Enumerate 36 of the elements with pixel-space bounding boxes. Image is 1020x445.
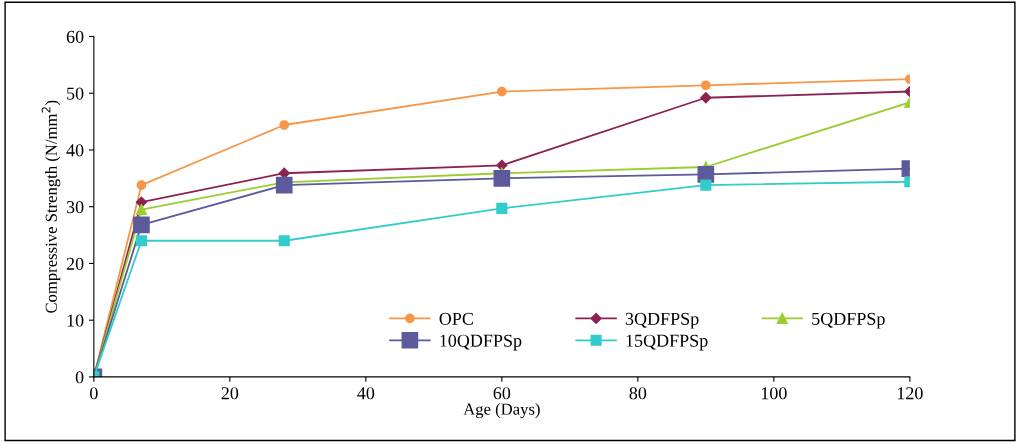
legend-label: 3QDFPSp xyxy=(625,312,699,329)
point xyxy=(700,179,712,191)
point xyxy=(493,169,511,187)
legend-label: OPC xyxy=(439,312,473,325)
point xyxy=(275,176,293,194)
point xyxy=(136,180,147,191)
y-axis-title: Compressive Strength (N/mm$^{2}$) xyxy=(41,100,61,313)
y-tick-label: 0 xyxy=(75,371,84,384)
x-tick-label: 80 xyxy=(629,387,647,400)
x-axis-title: Age (Days) xyxy=(463,403,540,419)
x-tick-label: 0 xyxy=(90,387,98,400)
y-tick-label: 30 xyxy=(66,200,84,214)
point xyxy=(700,80,711,91)
x-tick-label: 40 xyxy=(357,387,375,400)
legend-label: 5QDFPSp xyxy=(812,312,885,329)
y-tick-label: 60 xyxy=(66,30,84,43)
y-tick-label: 10 xyxy=(67,314,84,327)
point xyxy=(135,203,147,216)
point xyxy=(133,216,150,234)
x-tick-label: 120 xyxy=(897,387,923,400)
x-tick-label: 100 xyxy=(761,387,787,400)
point xyxy=(278,235,290,247)
point xyxy=(700,92,712,104)
point xyxy=(496,202,508,214)
point xyxy=(279,120,290,130)
point xyxy=(135,196,148,208)
point xyxy=(496,159,508,171)
y-tick-label: 50 xyxy=(67,87,84,100)
point xyxy=(496,86,507,97)
point xyxy=(135,235,147,247)
y-tick-label: 40 xyxy=(66,144,84,157)
y-tick-label: 20 xyxy=(66,257,84,270)
legend-label: 15QDFPSp xyxy=(626,334,708,351)
x-tick-label: 20 xyxy=(221,387,239,400)
x-tick-label: 60 xyxy=(493,387,511,400)
legend-label: 10QDFPSp xyxy=(440,334,522,351)
